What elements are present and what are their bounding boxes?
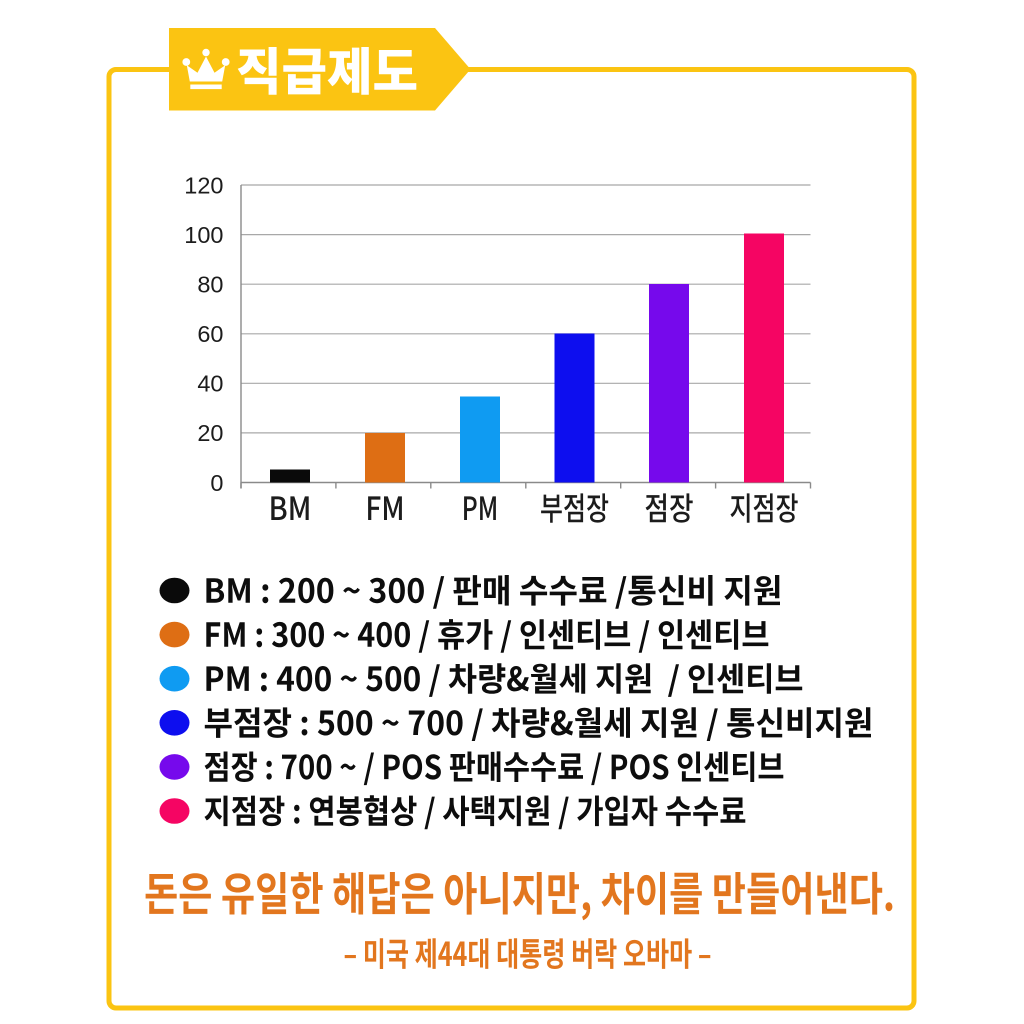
svg-text:60: 60: [197, 321, 223, 347]
svg-text:120: 120: [184, 172, 223, 198]
svg-text:0: 0: [210, 470, 223, 496]
svg-text:40: 40: [197, 371, 223, 397]
svg-text:80: 80: [197, 272, 223, 298]
svg-text:100: 100: [184, 222, 223, 248]
svg-text:20: 20: [197, 420, 223, 446]
